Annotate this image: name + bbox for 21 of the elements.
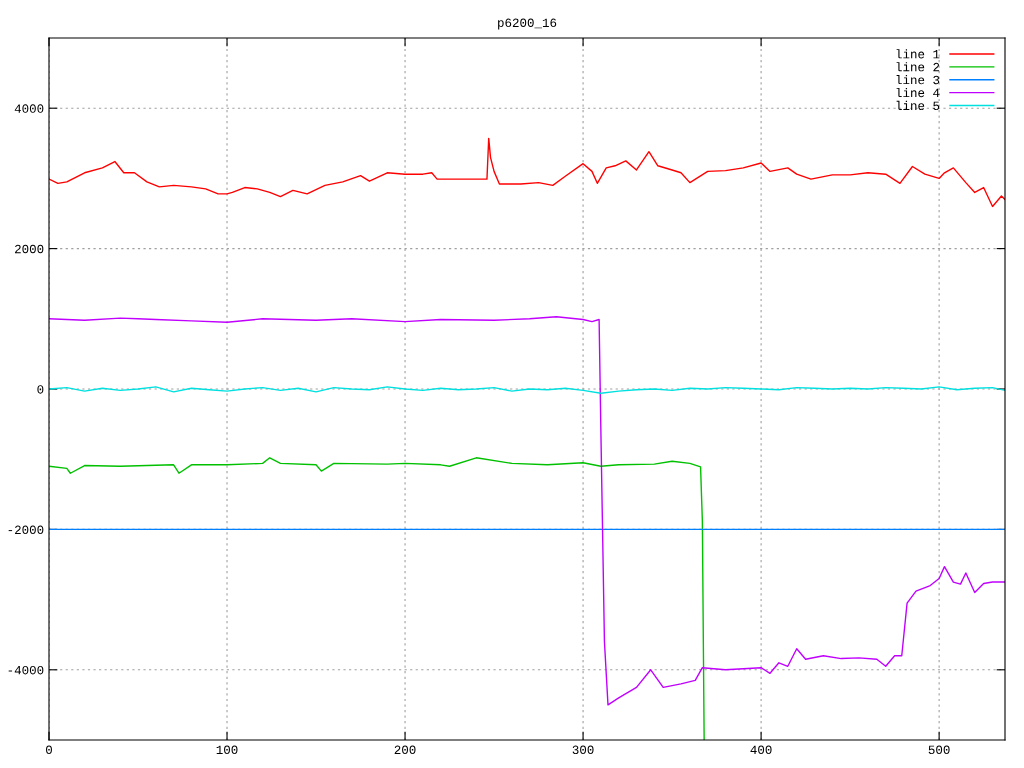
y-tick-label: -4000 — [8, 665, 44, 675]
y-tick-label: 0 — [37, 385, 44, 394]
y-tick-label: 4000 — [14, 104, 44, 113]
line-series — [49, 315, 1005, 706]
legend-label: line 5 — [896, 100, 940, 111]
x-tick-label: 0 — [46, 745, 52, 755]
legend-label: line 4 — [896, 87, 940, 98]
x-tick-label: 100 — [216, 745, 238, 755]
x-tick-label: 200 — [394, 745, 416, 755]
line-series — [49, 386, 1005, 394]
chart-title: p6200_16 — [498, 18, 557, 30]
y-tick-label: 2000 — [15, 244, 44, 254]
legend-label: line 1 — [896, 49, 940, 59]
legend-label: line 3 — [896, 75, 940, 85]
x-tick-label: 500 — [928, 745, 950, 755]
x-tick-label: 300 — [572, 745, 594, 755]
y-tick-label: -2000 — [8, 525, 44, 535]
legend-label: line 2 — [896, 62, 940, 72]
line-series — [49, 457, 705, 740]
line-series — [49, 137, 1005, 208]
x-tick-label: 400 — [750, 745, 772, 755]
